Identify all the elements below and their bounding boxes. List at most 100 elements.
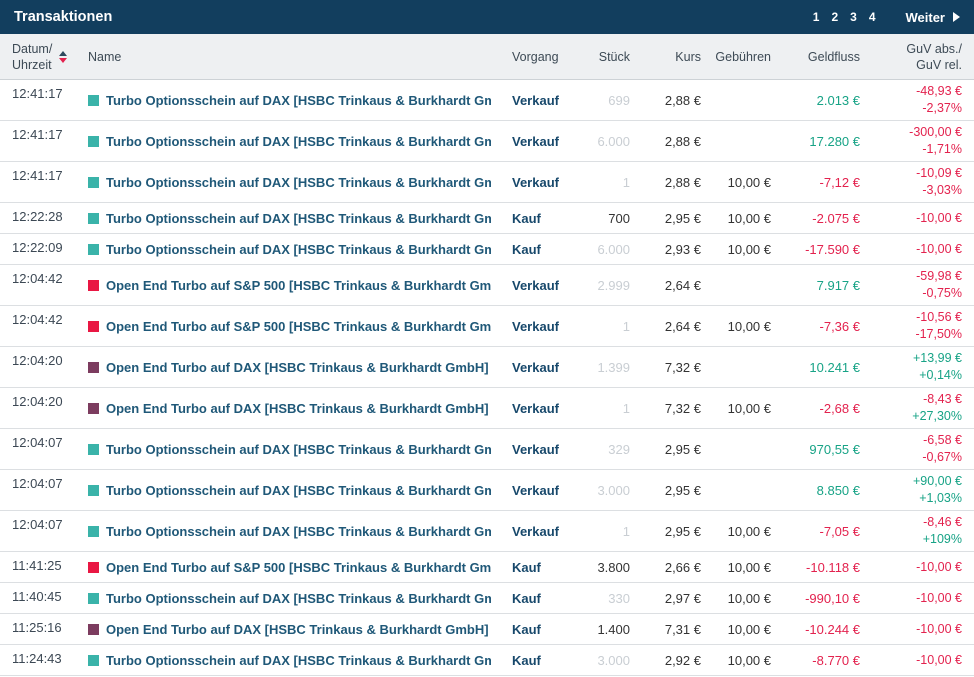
table-row[interactable]: 12:04:07 Turbo Optionsschein auf DAX [HS… [0, 429, 974, 470]
instrument-name-link[interactable]: Turbo Optionsschein auf DAX [HSBC Trinka… [106, 482, 491, 498]
cell-time: 12:04:42 [12, 271, 63, 286]
instrument-icon [88, 561, 99, 573]
table-row[interactable]: 12:41:17 Turbo Optionsschein auf DAX [HS… [0, 80, 974, 121]
instrument-name-link[interactable]: Turbo Optionsschein auf DAX [HSBC Trinka… [106, 523, 491, 539]
guv-abs-value: -10,00 € [916, 621, 962, 636]
cell-time: 12:22:09 [12, 240, 63, 255]
table-row[interactable]: 12:04:42 Open End Turbo auf S&P 500 [HSB… [0, 306, 974, 347]
table-row[interactable]: 11:40:45 Turbo Optionsschein auf DAX [HS… [0, 583, 974, 614]
instrument-name-link[interactable]: Open End Turbo auf S&P 500 [HSBC Trinkau… [106, 559, 491, 575]
column-header-name[interactable]: Name [88, 49, 122, 64]
pagination: 1 2 3 4 Weiter [801, 10, 960, 25]
table-row[interactable]: 12:04:20 Open End Turbo auf DAX [HSBC Tr… [0, 388, 974, 429]
instrument-name-link[interactable]: Turbo Optionsschein auf DAX [HSBC Trinka… [106, 133, 491, 149]
instrument-icon [88, 279, 99, 291]
cell-gebuehren: 10,00 € [727, 590, 771, 606]
cell-gebuehren: 10,00 € [727, 400, 771, 416]
cell-geldfluss: -2.075 € [812, 210, 860, 226]
instrument-name-link[interactable]: Open End Turbo auf S&P 500 [HSBC Trinkau… [106, 277, 491, 293]
cell-time: 12:04:42 [12, 312, 63, 327]
column-header-vorgang[interactable]: Vorgang [512, 49, 559, 64]
cell-vorgang: Verkauf [512, 441, 559, 457]
cell-vorgang: Kauf [512, 652, 541, 668]
sort-icon[interactable] [59, 50, 68, 63]
cell-geldfluss: -7,05 € [819, 523, 860, 539]
table-row[interactable]: 12:41:17 Turbo Optionsschein auf DAX [HS… [0, 162, 974, 203]
guv-rel-value: -17,50% [915, 327, 962, 341]
cell-kurs: 2,95 € [664, 482, 701, 498]
instrument-name-link[interactable]: Turbo Optionsschein auf DAX [HSBC Trinka… [106, 174, 491, 190]
table-row[interactable]: 12:22:09 Turbo Optionsschein auf DAX [HS… [0, 234, 974, 265]
guv-rel-value: -2,37% [922, 101, 962, 115]
instrument-name-link[interactable]: Turbo Optionsschein auf DAX [HSBC Trinka… [106, 441, 491, 457]
cell-name: Turbo Optionsschein auf DAX [HSBC Trinka… [88, 93, 491, 108]
column-header-stueck[interactable]: Stück [598, 49, 630, 64]
table-row[interactable]: 12:04:20 Open End Turbo auf DAX [HSBC Tr… [0, 347, 974, 388]
table-row[interactable]: 11:25:16 Open End Turbo auf DAX [HSBC Tr… [0, 614, 974, 645]
guv-abs-value: +90,00 € [912, 474, 962, 488]
page-button-3[interactable]: 3 [850, 10, 857, 24]
cell-stueck: 1.399 [597, 359, 630, 375]
instrument-icon [88, 654, 99, 666]
cell-gebuehren: 10,00 € [727, 523, 771, 539]
cell-guv: -10,56 € -17,50% [860, 309, 962, 343]
instrument-name-link[interactable]: Turbo Optionsschein auf DAX [HSBC Trinka… [106, 210, 491, 226]
cell-vorgang: Verkauf [512, 400, 559, 416]
instrument-name-link[interactable]: Turbo Optionsschein auf DAX [HSBC Trinka… [106, 652, 491, 668]
cell-name: Open End Turbo auf S&P 500 [HSBC Trinkau… [88, 560, 491, 575]
cell-time: 11:25:16 [12, 620, 62, 635]
cell-name: Turbo Optionsschein auf DAX [HSBC Trinka… [88, 591, 491, 606]
cell-geldfluss: -10.118 € [806, 559, 860, 575]
table-row[interactable]: 12:04:07 Turbo Optionsschein auf DAX [HS… [0, 470, 974, 511]
instrument-name-link[interactable]: Turbo Optionsschein auf DAX [HSBC Trinka… [106, 92, 491, 108]
instrument-name-link[interactable]: Turbo Optionsschein auf DAX [HSBC Trinka… [106, 590, 491, 606]
table-row[interactable]: 12:22:28 Turbo Optionsschein auf DAX [HS… [0, 203, 974, 234]
cell-time: 12:04:20 [12, 353, 63, 368]
instrument-icon [88, 176, 99, 188]
guv-abs-value: -48,93 € [916, 84, 962, 98]
cell-name: Turbo Optionsschein auf DAX [HSBC Trinka… [88, 175, 491, 190]
cell-time: 12:22:28 [12, 209, 63, 224]
cell-stueck: 3.800 [597, 559, 630, 575]
table-row[interactable]: 11:24:43 Turbo Optionsschein auf DAX [HS… [0, 645, 974, 676]
instrument-name-link[interactable]: Open End Turbo auf DAX [HSBC Trinkaus & … [106, 621, 489, 637]
column-header-gebuehren[interactable]: Gebühren [715, 49, 771, 64]
page-button-4[interactable]: 4 [868, 10, 876, 24]
cell-vorgang: Kauf [512, 210, 541, 226]
page-button-2[interactable]: 2 [831, 10, 839, 24]
instrument-name-link[interactable]: Open End Turbo auf DAX [HSBC Trinkaus & … [106, 400, 489, 416]
cell-time: 11:40:45 [12, 589, 62, 604]
table-row[interactable]: 12:04:42 Open End Turbo auf S&P 500 [HSB… [0, 265, 974, 306]
cell-stueck: 330 [608, 590, 630, 606]
cell-kurs: 7,32 € [664, 400, 701, 416]
column-header-kurs[interactable]: Kurs [675, 49, 701, 64]
column-header-guv[interactable]: GuV abs./ GuV rel. [906, 41, 962, 72]
table-row[interactable]: 11:41:25 Open End Turbo auf S&P 500 [HSB… [0, 552, 974, 583]
panel-title: Transaktionen [14, 9, 113, 25]
column-header-geldfluss[interactable]: Geldfluss [807, 49, 860, 64]
cell-time: 12:04:20 [12, 394, 63, 409]
column-header-datum-uhrzeit[interactable]: Datum/ Uhrzeit [12, 41, 88, 73]
cell-stueck: 1.400 [597, 621, 630, 637]
table-row[interactable]: 12:04:07 Turbo Optionsschein auf DAX [HS… [0, 511, 974, 552]
instrument-name-link[interactable]: Open End Turbo auf DAX [HSBC Trinkaus & … [106, 359, 489, 375]
cell-kurs: 2,64 € [664, 318, 701, 334]
cell-geldfluss: 2.013 € [816, 92, 860, 108]
cell-geldfluss: 17.280 € [809, 133, 860, 149]
cell-name: Turbo Optionsschein auf DAX [HSBC Trinka… [88, 134, 491, 149]
guv-abs-value: -10,09 € [916, 166, 962, 180]
cell-stueck: 6.000 [597, 241, 630, 257]
cell-kurs: 2,88 € [664, 133, 701, 149]
cell-stueck: 1 [622, 523, 630, 539]
page-button-1[interactable]: 1 [812, 10, 820, 24]
cell-vorgang: Verkauf [512, 523, 559, 539]
instrument-name-link[interactable]: Open End Turbo auf S&P 500 [HSBC Trinkau… [106, 318, 491, 334]
table-row[interactable]: 12:41:17 Turbo Optionsschein auf DAX [HS… [0, 121, 974, 162]
cell-gebuehren: 10,00 € [727, 559, 771, 575]
next-page-button[interactable]: Weiter [906, 10, 960, 25]
cell-vorgang: Verkauf [512, 174, 559, 190]
cell-geldfluss: 7.917 € [816, 277, 860, 293]
cell-kurs: 7,32 € [664, 359, 701, 375]
instrument-name-link[interactable]: Turbo Optionsschein auf DAX [HSBC Trinka… [106, 241, 491, 257]
cell-stueck: 3.000 [597, 652, 630, 668]
